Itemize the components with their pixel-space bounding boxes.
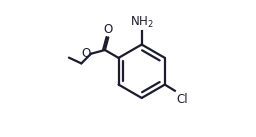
- Text: Cl: Cl: [176, 93, 188, 106]
- Text: O: O: [81, 47, 90, 60]
- Text: NH$_2$: NH$_2$: [131, 15, 154, 30]
- Text: O: O: [104, 22, 113, 35]
